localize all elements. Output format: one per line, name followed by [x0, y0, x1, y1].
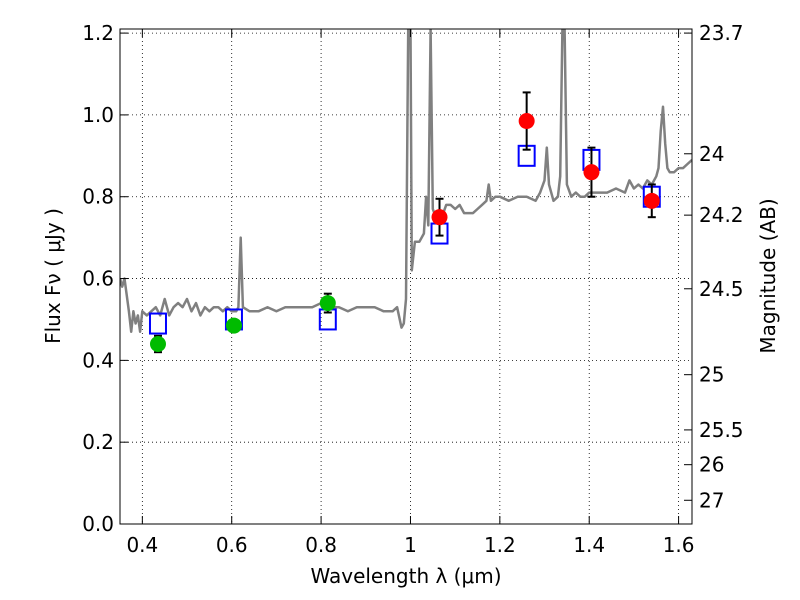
x-tick-label: 1.2: [484, 533, 516, 557]
x-tick-label: 1: [404, 533, 417, 557]
y2-tick-label: 24.5: [699, 277, 744, 301]
x-tick-label: 1.4: [573, 533, 605, 557]
x-tick-label: 0.4: [126, 533, 158, 557]
y-tick-label: 0.0: [82, 512, 114, 536]
template-spectrum-line: [120, 29, 692, 333]
model-photometry-square: [148, 312, 167, 335]
axis-layer: 0.4 0.6 0.8 1 1.2 1.4 1.6 0.0 0.2 0.4 0.6 0.8 1.0 1.2…: [82, 21, 743, 557]
y2-tick-label: 23.7: [699, 21, 744, 45]
y2-tick-label: 26: [699, 453, 724, 477]
series-layer: [120, 29, 692, 354]
y2-tick-label: 24.2: [699, 203, 744, 227]
y-tick-label: 0.4: [82, 348, 114, 372]
plot-frame: [119, 28, 693, 525]
y2-tick-label: 25: [699, 363, 724, 387]
y2-tick-label: 25.5: [699, 418, 744, 442]
x-tick-label: 0.8: [305, 533, 337, 557]
y-axis-title: Flux Fν ( μJy ): [41, 208, 65, 344]
y-tick-label: 1.0: [82, 103, 114, 127]
y-tick-label: 1.2: [82, 21, 114, 45]
nir-photometry-point: [431, 209, 448, 226]
optical-photometry-point: [225, 317, 242, 334]
optical-photometry-point: [319, 295, 336, 312]
nir-photometry-point: [643, 192, 660, 209]
y2-axis-title: Magnitude (AB): [756, 198, 780, 353]
x-tick-label: 1.6: [663, 533, 695, 557]
y2-tick-label: 27: [699, 488, 724, 512]
nir-photometry-point: [518, 113, 535, 130]
nir-photometry-point: [583, 164, 600, 181]
y-tick-label: 0.2: [82, 430, 114, 454]
x-tick-label: 0.6: [216, 533, 248, 557]
y-tick-label: 0.6: [82, 267, 114, 291]
y-tick-label: 0.8: [82, 185, 114, 209]
optical-photometry-point: [149, 336, 166, 352]
x-axis-title: Wavelength λ (μm): [310, 564, 501, 588]
y2-tick-label: 24: [699, 142, 724, 166]
